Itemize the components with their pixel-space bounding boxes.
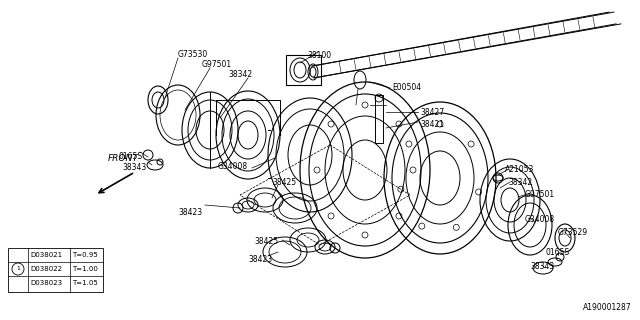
Text: G97501: G97501: [202, 60, 232, 69]
Bar: [375, 95, 383, 143]
Text: 0165S: 0165S: [118, 152, 142, 161]
Text: 0165S: 0165S: [545, 248, 569, 257]
Bar: [286, 55, 321, 85]
Text: 38343: 38343: [122, 163, 147, 172]
Text: T=1.05: T=1.05: [72, 280, 98, 286]
Text: 38100: 38100: [307, 51, 331, 60]
Text: A21053: A21053: [505, 165, 534, 174]
Text: 38343: 38343: [530, 262, 554, 271]
Text: G73530: G73530: [178, 50, 208, 59]
Text: 38342: 38342: [508, 178, 532, 187]
Text: 38423: 38423: [178, 208, 202, 217]
Text: 1: 1: [16, 267, 20, 271]
Text: A190001287: A190001287: [584, 303, 632, 312]
Bar: [8, 248, 103, 292]
Text: FRONT: FRONT: [108, 154, 138, 163]
Text: T=0.95: T=0.95: [72, 252, 98, 258]
Text: 38427: 38427: [420, 108, 444, 117]
Text: 38421: 38421: [420, 120, 444, 129]
Text: 38423: 38423: [248, 255, 272, 264]
Text: 38342: 38342: [228, 70, 252, 79]
Text: 38425: 38425: [254, 237, 278, 246]
Text: G34008: G34008: [525, 215, 555, 224]
Text: D038022: D038022: [30, 266, 62, 272]
Text: D038023: D038023: [30, 280, 62, 286]
Text: 38425: 38425: [272, 178, 296, 187]
Text: G34008: G34008: [218, 162, 248, 171]
Text: T=1.00: T=1.00: [72, 266, 98, 272]
Text: D038021: D038021: [30, 252, 62, 258]
Text: G73529: G73529: [558, 228, 588, 237]
Text: E00504: E00504: [392, 83, 421, 92]
Text: G97501: G97501: [525, 190, 555, 199]
